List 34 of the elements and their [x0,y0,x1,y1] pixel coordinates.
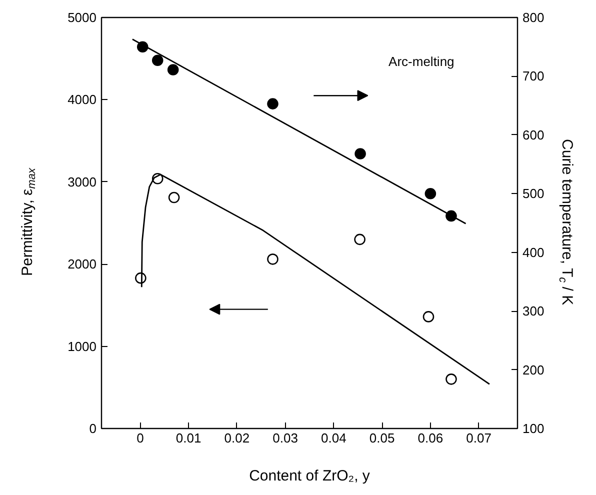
point [422,311,434,322]
x-tick-label: 0.07 [466,430,492,446]
x-tick-label: 0.04 [321,430,346,446]
y2-tick-label: 800 [522,10,544,25]
point [152,54,164,66]
y2-tick-label: 400 [522,244,544,260]
y2-tick-label: 500 [522,186,544,202]
point [446,374,457,385]
point [267,254,278,265]
point [424,188,436,200]
point [354,148,366,160]
y2-tick-label: 300 [522,304,544,319]
y-tick-label: 3000 [68,174,96,190]
x-tick-label: 0.05 [369,430,395,446]
point [168,192,180,204]
y-tick-label: 0 [89,421,97,436]
y-tick-label: 4000 [68,92,96,108]
y-tick-label: 5000 [68,10,96,25]
x-tick-label: 0.02 [224,430,250,446]
x-tick-label: 0.06 [418,430,444,446]
x-tick-label: 0.01 [176,430,202,446]
point [167,64,179,76]
x-axis-title: Content of ZrO₂, y [249,468,370,484]
y-tick-label: 1000 [68,338,96,354]
point [267,98,278,110]
y2-tick-label: 600 [522,127,544,142]
y2-tick-label: 700 [522,68,544,84]
annotation: Arc-melting [388,54,454,69]
y-tick-label: 2000 [68,256,96,272]
y2-tick-label: 200 [522,362,544,378]
y2-tick-label: 100 [522,421,544,436]
x-tick-label: 0 [136,430,144,446]
point [354,234,366,246]
x-tick-label: 0.03 [272,430,298,446]
